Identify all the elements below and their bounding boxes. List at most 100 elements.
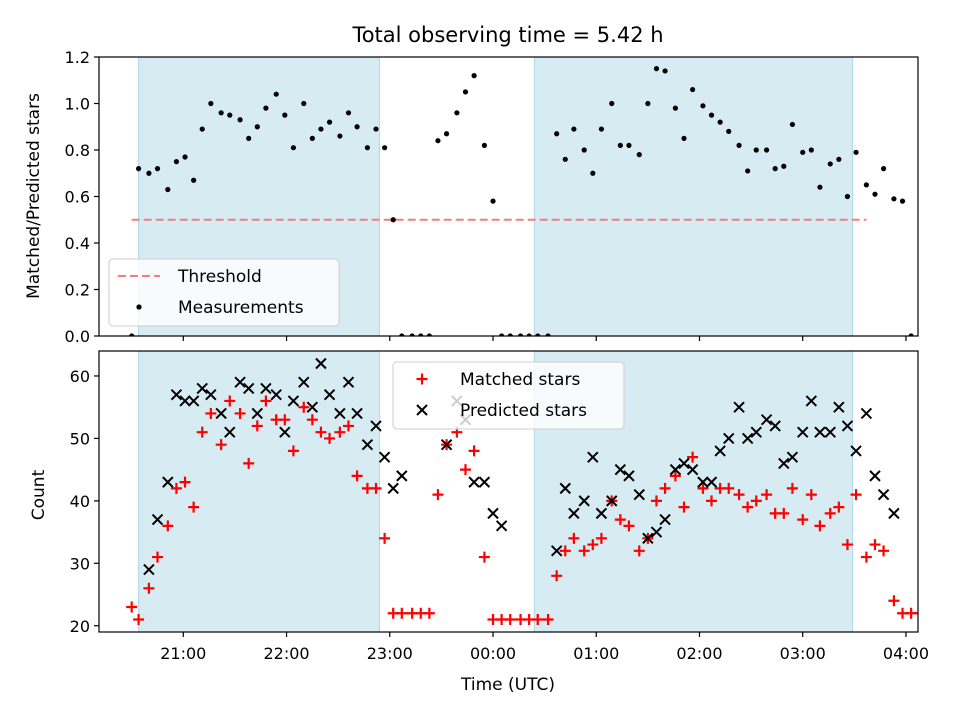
measurement-point [554, 131, 560, 137]
measurement-point [208, 100, 214, 107]
predicted-star-point [614, 463, 627, 476]
measurement-point [736, 142, 742, 148]
matched-star-point [778, 507, 790, 519]
predicted-star-point [279, 426, 291, 438]
measurement-point [309, 135, 315, 141]
data-layer [126, 357, 918, 626]
predicted-star-point [850, 445, 862, 457]
measurement-point [545, 333, 551, 336]
measurement-point [844, 193, 851, 200]
x-tick-label: 03:00 [780, 644, 826, 663]
matched-star-point [697, 482, 709, 494]
matched-star-point [215, 439, 227, 451]
predicted-star-point [697, 476, 709, 488]
matched-star-point [614, 514, 626, 526]
predicted-star-point [824, 426, 836, 438]
measurement-point [526, 333, 532, 336]
measurement-point [462, 89, 469, 95]
measurement-point [129, 333, 135, 336]
predicted-star-point [387, 482, 399, 495]
matched-star-point [623, 520, 635, 532]
measurement-point [645, 100, 651, 107]
top-panel: 0.0 0.2 0.4 0.6 0.8 1.0 1.2 Threshold Measuremen… [65, 48, 919, 346]
measurement-point [609, 100, 615, 107]
matched-star-point [723, 482, 735, 494]
measurement-point [789, 121, 795, 128]
predicted-star-point [334, 407, 346, 420]
matched-star-point [559, 545, 571, 557]
measurement-point [390, 217, 396, 223]
predicted-star-point [361, 438, 374, 451]
measurement-point [880, 166, 887, 172]
predicted-star-point [723, 432, 735, 445]
matched-star-point [287, 445, 299, 457]
measurement-point [636, 152, 642, 158]
predicted-star-point [778, 457, 790, 470]
matched-star-point [179, 476, 191, 488]
legend-box [392, 361, 625, 430]
predicted-star-point [242, 382, 255, 395]
matched-star-point [587, 539, 599, 551]
predicted-star-point [833, 401, 845, 413]
matched-star-point [342, 420, 354, 432]
measurement-point [246, 135, 252, 141]
predicted-star-point [659, 513, 671, 526]
measurement-point [227, 112, 233, 118]
predicted-star-point [587, 451, 599, 463]
matched-star-point [650, 495, 662, 507]
measurement-point [581, 147, 587, 153]
predicted-star-point [170, 389, 183, 401]
predicted-star-point [251, 407, 264, 420]
predicted-star-point [378, 451, 391, 463]
measurement-point [263, 105, 269, 111]
measurement-point [191, 177, 197, 183]
matched-star-point [224, 395, 236, 407]
measurement-point [218, 110, 224, 116]
y-tick-label: 40 [70, 492, 90, 511]
measurement-point [290, 145, 297, 151]
measurement-point [708, 112, 715, 118]
measurement-point [237, 117, 243, 123]
matched-star-point [568, 532, 580, 544]
predicted-star-point [606, 495, 618, 507]
measurement-point [481, 142, 488, 148]
matched-star-point [878, 545, 890, 557]
chart-title: Total observing time = 5.42 h [351, 23, 663, 47]
measurement-point [373, 126, 379, 132]
measurement-point [435, 138, 441, 144]
measurement-point [173, 159, 180, 165]
y-tick-label: 0.6 [65, 188, 90, 207]
predicted-star-point [705, 476, 718, 488]
predicted-star-point [760, 413, 773, 426]
x-axis-label: Time (UTC) [460, 675, 555, 695]
predicted-star-point [769, 420, 781, 432]
measurement-point [364, 145, 371, 151]
matched-star-point [170, 482, 182, 494]
measurement-point [354, 124, 360, 130]
predicted-star-point [805, 395, 818, 407]
matched-star-point [334, 426, 346, 438]
matched-star-point [633, 545, 645, 557]
measurement-point [717, 119, 723, 125]
measurement-point [617, 142, 623, 148]
predicted-star-point [440, 438, 453, 451]
legend-threshold-label: Threshold [177, 267, 262, 287]
predicted-star-point [869, 470, 881, 482]
measurement-point [273, 91, 279, 97]
predicted-star-point [733, 401, 745, 413]
predicted-star-point [205, 389, 217, 401]
predicted-star-point [306, 401, 319, 413]
y-tick-label: 0.4 [65, 234, 90, 253]
measurement-point [681, 135, 687, 141]
matched-star-point [814, 520, 826, 532]
measurement-point [598, 126, 605, 132]
legend-measurements-swatch [136, 304, 142, 310]
measurement-point [301, 100, 307, 107]
measurement-point [182, 154, 188, 160]
bottom-y-axis-label: Count [29, 469, 49, 520]
predicted-star-point [877, 488, 890, 501]
matched-star-point [678, 501, 690, 513]
matched-star-point [251, 420, 263, 432]
legend-box [108, 258, 340, 327]
